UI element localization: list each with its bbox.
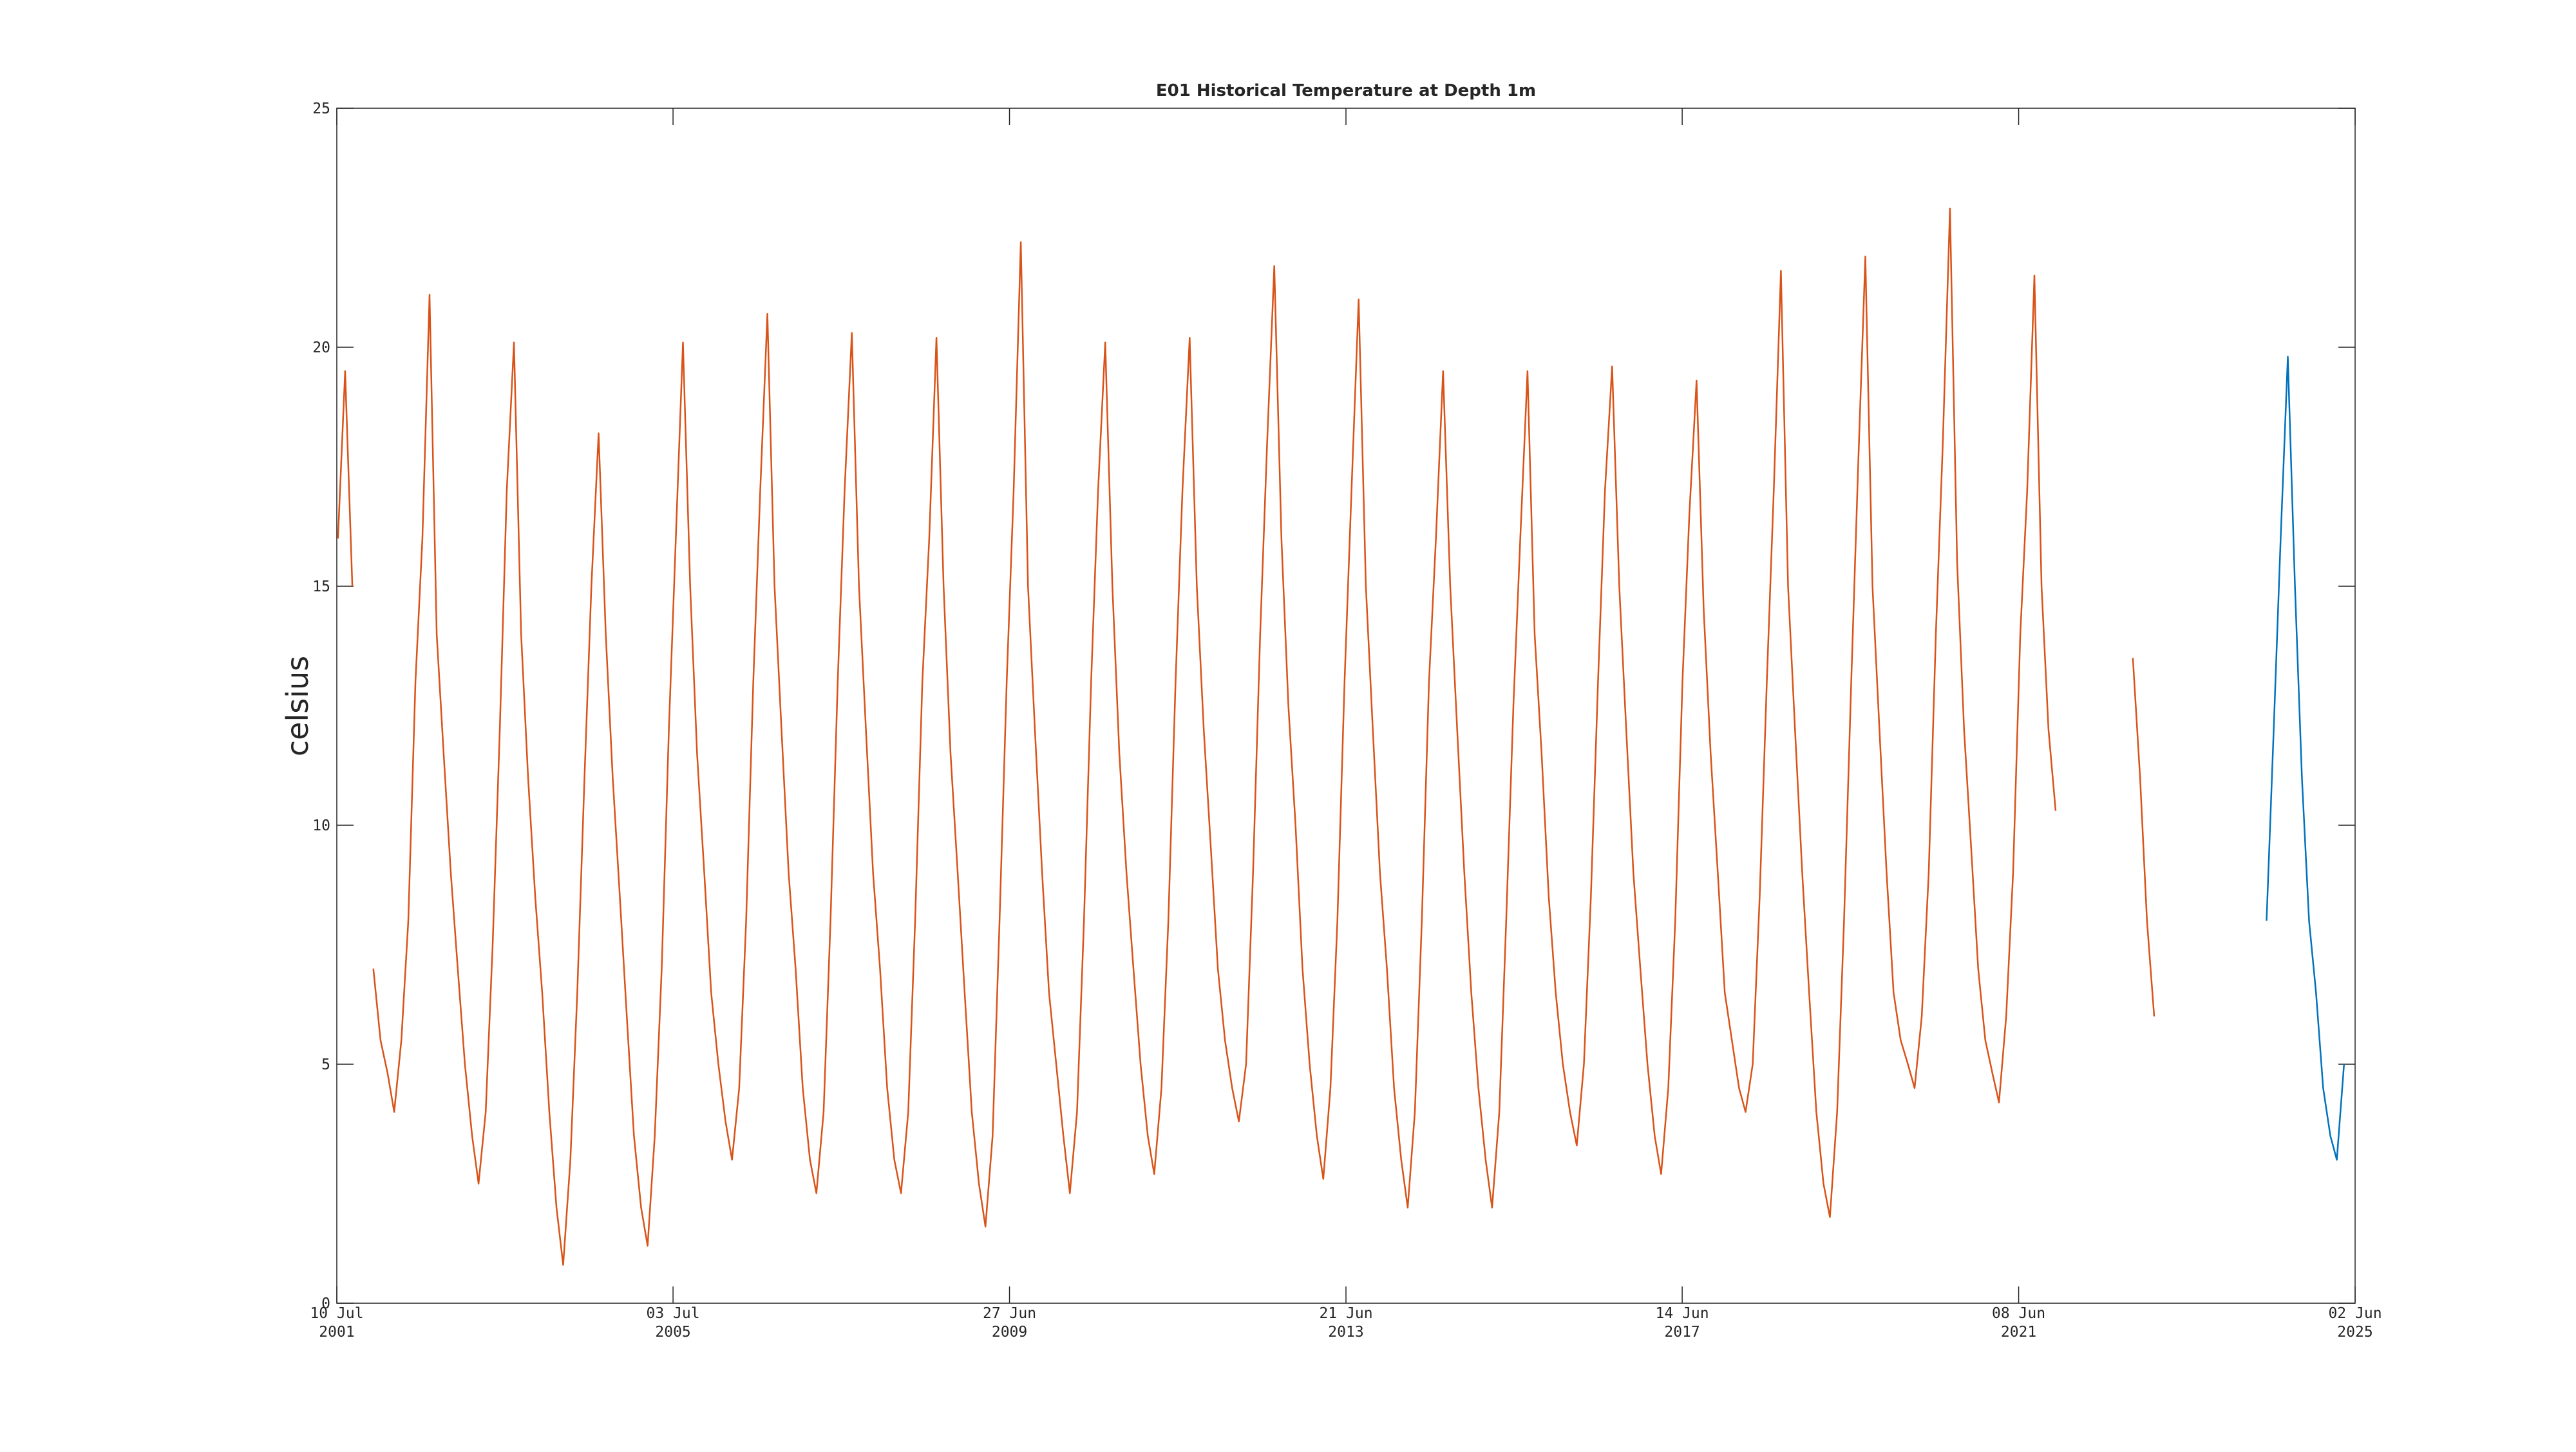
x-tick-label: 2009	[992, 1324, 1027, 1341]
x-tick-label: 03 Jul	[647, 1305, 700, 1322]
x-tick-label: 02 Jun	[2328, 1305, 2382, 1322]
x-tick-label: 08 Jun	[1992, 1305, 2045, 1322]
x-tick-label: 2005	[655, 1324, 690, 1341]
x-tick-label: 2021	[2001, 1324, 2036, 1341]
x-tick-label: 14 Jun	[1656, 1305, 1709, 1322]
x-tick-label: 27 Jun	[983, 1305, 1036, 1322]
data-line	[337, 207, 2155, 1266]
x-tick-label: 2017	[1664, 1324, 1700, 1341]
y-tick-label: 25	[312, 100, 330, 117]
y-tick-label: 20	[312, 339, 330, 356]
x-tick-label: 10 Jul	[310, 1305, 363, 1322]
x-tick-label: 2013	[1328, 1324, 1363, 1341]
plot-box	[336, 108, 2356, 1304]
y-tick-label: 10	[312, 817, 330, 834]
data-line	[2266, 356, 2345, 1161]
x-tick-label: 2001	[319, 1324, 354, 1341]
y-tick-label: 5	[321, 1056, 330, 1073]
y-tick-label: 0	[321, 1295, 330, 1312]
y-axis-label: celsius	[280, 656, 315, 756]
y-tick-label: 15	[312, 578, 330, 595]
chart-title: E01 Historical Temperature at Depth 1m	[1156, 81, 1536, 100]
x-tick-label: 2025	[2337, 1324, 2372, 1341]
x-tick-label: 21 Jun	[1319, 1305, 1372, 1322]
